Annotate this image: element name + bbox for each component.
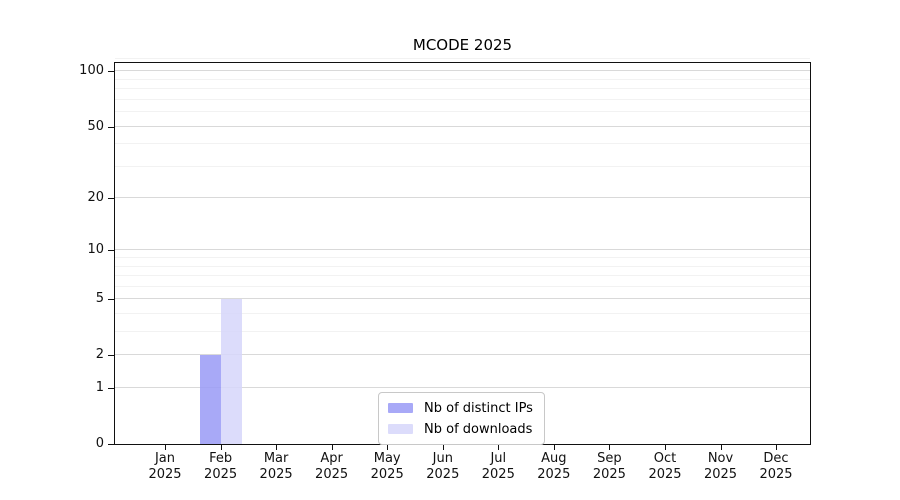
legend-item-distinct-ips: Nb of distinct IPs bbox=[388, 399, 533, 417]
y-tick-mark bbox=[108, 299, 114, 301]
y-tick-mark bbox=[108, 126, 114, 128]
y-major-gridline bbox=[115, 298, 810, 300]
y-tick-label: 20 bbox=[87, 190, 104, 206]
y-minor-gridline bbox=[115, 78, 810, 80]
y-tick-label: 50 bbox=[87, 118, 104, 134]
x-tick-label-may: May 2025 bbox=[370, 451, 404, 482]
chart-title: MCODE 2025 bbox=[412, 36, 513, 54]
distinct-ips-swatch-icon bbox=[388, 403, 413, 413]
y-tick-mark bbox=[108, 250, 114, 252]
y-minor-gridline bbox=[115, 275, 810, 277]
x-tick-label-nov: Nov 2025 bbox=[703, 451, 738, 482]
y-tick-label: 0 bbox=[95, 436, 104, 451]
x-tick-label-oct: Oct 2025 bbox=[648, 451, 682, 482]
y-minor-gridline bbox=[115, 265, 810, 267]
x-tick-mark bbox=[276, 445, 278, 450]
x-tick-label-mar: Mar 2025 bbox=[259, 451, 293, 482]
y-tick-mark bbox=[108, 198, 114, 200]
y-major-gridline bbox=[115, 249, 810, 251]
bar-feb-nb-of-downloads bbox=[220, 299, 242, 444]
x-tick-mark bbox=[609, 445, 611, 450]
y-minor-gridline bbox=[115, 313, 810, 314]
x-tick-mark bbox=[331, 445, 333, 450]
x-tick-mark bbox=[720, 445, 722, 450]
y-minor-gridline bbox=[115, 88, 810, 90]
y-tick-mark bbox=[108, 71, 114, 73]
legend-label: Nb of distinct IPs bbox=[424, 400, 533, 416]
y-minor-gridline bbox=[115, 257, 810, 259]
y-major-gridline bbox=[115, 125, 810, 127]
x-tick-label-jan: Jan 2025 bbox=[148, 451, 182, 482]
y-tick-label: 1 bbox=[95, 380, 104, 395]
x-tick-label-jul: Jul 2025 bbox=[481, 451, 515, 482]
y-major-gridline bbox=[115, 197, 810, 199]
x-tick-mark bbox=[165, 445, 166, 450]
y-minor-gridline bbox=[115, 143, 810, 145]
y-major-gridline bbox=[115, 70, 810, 72]
y-minor-gridline bbox=[115, 111, 810, 113]
y-minor-gridline bbox=[115, 285, 810, 287]
y-tick-label: 5 bbox=[95, 291, 104, 307]
x-tick-label-dec: Dec 2025 bbox=[759, 451, 793, 482]
y-minor-gridline bbox=[115, 98, 810, 100]
y-tick-mark bbox=[108, 355, 114, 357]
x-tick-mark bbox=[553, 445, 555, 450]
x-tick-mark bbox=[387, 445, 389, 450]
x-tick-label-apr: Apr 2025 bbox=[315, 451, 349, 482]
x-tick-label-sep: Sep 2025 bbox=[592, 451, 626, 482]
y-tick-mark bbox=[108, 388, 114, 389]
y-major-gridline bbox=[115, 354, 810, 356]
x-tick-mark bbox=[442, 445, 444, 450]
y-tick-label: 2 bbox=[95, 347, 104, 363]
x-tick-mark bbox=[776, 445, 777, 450]
x-tick-mark bbox=[220, 445, 222, 450]
x-tick-mark bbox=[498, 445, 500, 450]
y-tick-label: 10 bbox=[87, 242, 104, 258]
downloads-swatch-icon bbox=[388, 424, 413, 434]
x-tick-label-feb: Feb 2025 bbox=[204, 451, 238, 482]
plot-area bbox=[114, 58, 811, 445]
y-major-gridline bbox=[115, 387, 810, 388]
x-tick-mark bbox=[665, 445, 666, 450]
x-tick-label-jun: Jun 2025 bbox=[426, 451, 460, 482]
y-minor-gridline bbox=[115, 331, 810, 333]
legend-label: Nb of downloads bbox=[424, 421, 533, 437]
legend-item-downloads: Nb of downloads bbox=[388, 420, 533, 438]
x-tick-label-aug: Aug 2025 bbox=[537, 451, 571, 482]
y-minor-gridline bbox=[115, 58, 810, 59]
legend: Nb of distinct IPs Nb of downloads bbox=[378, 392, 545, 445]
y-tick-mark bbox=[108, 444, 114, 445]
y-tick-label: 100 bbox=[79, 63, 104, 79]
y-minor-gridline bbox=[115, 165, 810, 167]
bar-feb-nb-of-distinct-ips bbox=[199, 355, 221, 444]
